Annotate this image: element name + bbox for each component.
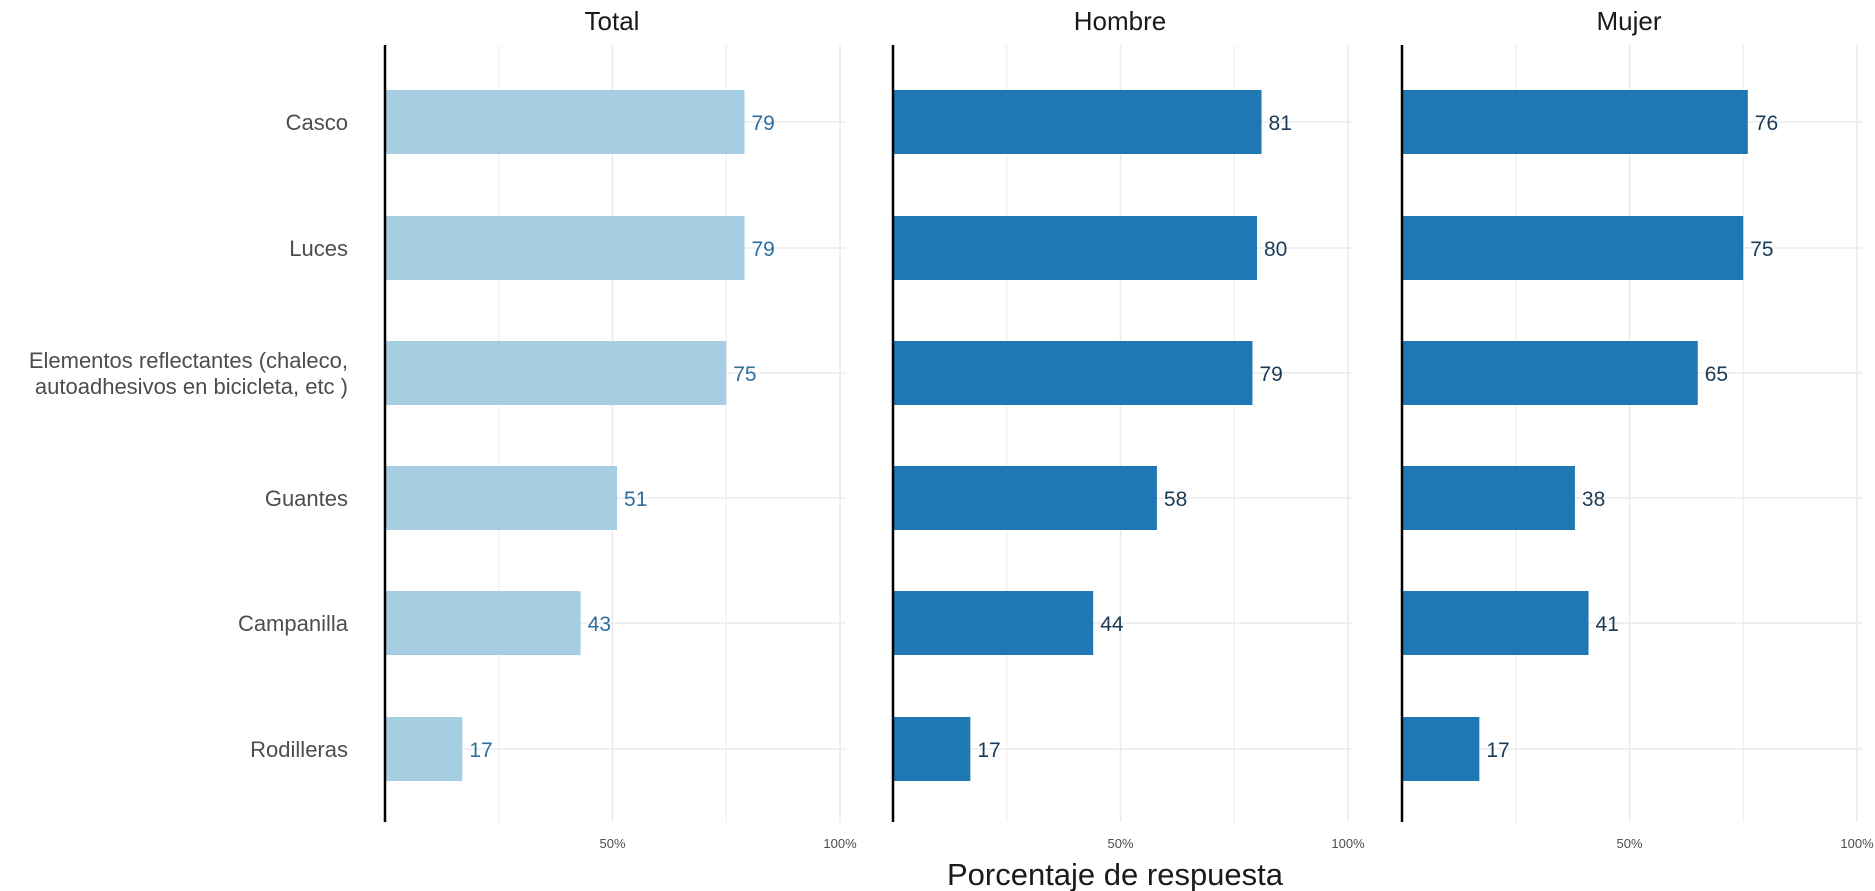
panel-title: Hombre bbox=[1074, 6, 1166, 36]
bar-hombre bbox=[893, 466, 1157, 530]
category-label: Campanilla bbox=[238, 611, 349, 636]
data-label: 44 bbox=[1100, 613, 1124, 636]
data-label: 17 bbox=[977, 739, 1000, 762]
bar-hombre bbox=[893, 591, 1094, 655]
panel-title: Mujer bbox=[1596, 6, 1661, 36]
bar-hombre bbox=[893, 90, 1262, 154]
bar-total bbox=[385, 466, 618, 530]
data-label: 80 bbox=[1264, 238, 1287, 261]
panel-total: 79 79 75 51 43 17 Total 50% 100% bbox=[383, 6, 857, 851]
bar-total bbox=[385, 717, 463, 781]
x-tick-label: 50% bbox=[599, 836, 625, 851]
data-label: 38 bbox=[1582, 488, 1605, 511]
panel-mujer: 76 75 65 38 41 17 Mujer 50% 100% bbox=[1400, 6, 1874, 851]
bar-hombre bbox=[893, 717, 971, 781]
category-label: autoadhesivos en bicicleta, etc ) bbox=[35, 374, 348, 399]
bar-mujer bbox=[1402, 591, 1589, 655]
bar-mujer bbox=[1402, 466, 1575, 530]
bar-mujer bbox=[1402, 216, 1744, 280]
category-label: Rodilleras bbox=[250, 737, 348, 762]
category-label: Guantes bbox=[265, 486, 348, 511]
bar-total bbox=[385, 216, 745, 280]
x-tick-label: 50% bbox=[1107, 836, 1133, 851]
data-label: 79 bbox=[751, 112, 774, 135]
data-label: 43 bbox=[588, 613, 611, 636]
data-label: 79 bbox=[1259, 363, 1282, 386]
x-tick-label: 50% bbox=[1616, 836, 1642, 851]
data-label: 51 bbox=[624, 488, 647, 511]
data-label: 81 bbox=[1269, 112, 1292, 135]
bar-hombre bbox=[893, 341, 1253, 405]
panel-title: Total bbox=[585, 6, 640, 36]
bar-hombre bbox=[893, 216, 1257, 280]
bar-mujer bbox=[1402, 90, 1748, 154]
data-label: 58 bbox=[1164, 488, 1187, 511]
x-axis-title: Porcentaje de respuesta bbox=[947, 857, 1284, 891]
data-label: 75 bbox=[1750, 238, 1773, 261]
bar-total bbox=[385, 591, 581, 655]
data-label: 17 bbox=[1486, 739, 1509, 762]
category-label: Elementos reflectantes (chaleco, bbox=[29, 348, 348, 373]
bar-mujer bbox=[1402, 717, 1480, 781]
x-tick-label: 100% bbox=[1331, 836, 1365, 851]
category-label: Luces bbox=[289, 236, 348, 261]
data-label: 79 bbox=[751, 238, 774, 261]
data-label: 41 bbox=[1596, 613, 1619, 636]
data-label: 65 bbox=[1705, 363, 1728, 386]
bar-total bbox=[385, 341, 727, 405]
data-label: 75 bbox=[733, 363, 756, 386]
bar-total bbox=[385, 90, 745, 154]
x-tick-label: 100% bbox=[1840, 836, 1874, 851]
x-tick-label: 100% bbox=[823, 836, 857, 851]
data-label: 76 bbox=[1755, 112, 1778, 135]
panel-hombre: 81 80 79 58 44 17 Hombre 50% 100% bbox=[891, 6, 1365, 851]
data-label: 17 bbox=[469, 739, 492, 762]
bar-mujer bbox=[1402, 341, 1698, 405]
category-label: Casco bbox=[286, 110, 348, 135]
